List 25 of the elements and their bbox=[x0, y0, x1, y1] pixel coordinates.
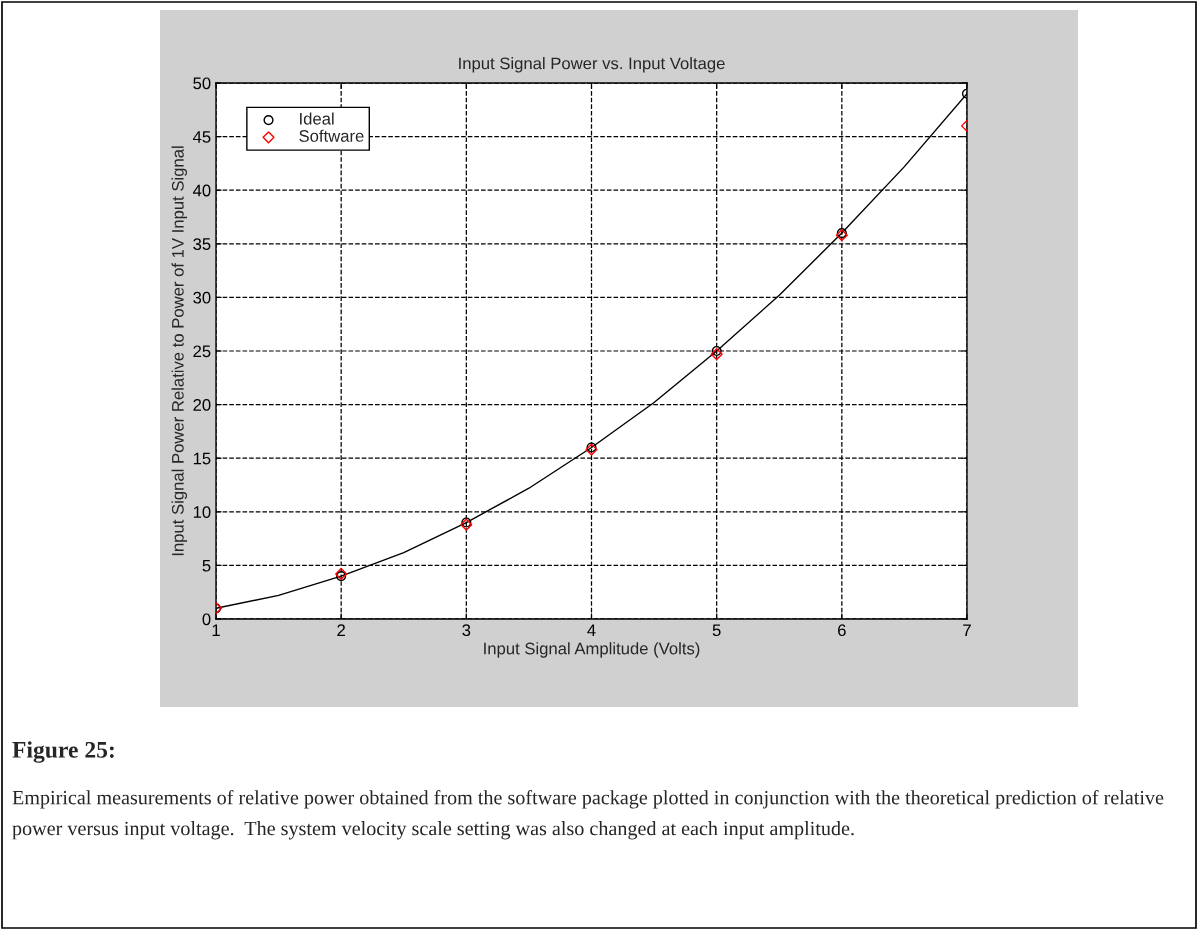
chart-title: Input Signal Power vs. Input Voltage bbox=[459, 57, 725, 73]
y-tick-label: 40 bbox=[192, 184, 211, 197]
y-tick-label: 15 bbox=[193, 452, 211, 465]
x-tick-label: 7 bbox=[963, 624, 971, 636]
y-tick-label: 5 bbox=[202, 559, 211, 572]
y-tick-label: 10 bbox=[193, 506, 211, 518]
x-tick-label: 4 bbox=[587, 624, 596, 636]
y-tick-label: 45 bbox=[192, 131, 211, 143]
legend-label: Ideal bbox=[300, 112, 334, 125]
x-tick-label: 6 bbox=[838, 624, 846, 637]
text: Empirical measurements of relative power obtained from the software package plotted in conjunction with the theoretical prediction of relative power versus input voltage. The system velocity scale setting was also changed at each input amplitude. bbox=[12, 790, 1164, 840]
y-tick-label: 0 bbox=[202, 613, 211, 626]
x-axis-title: Input Signal Amplitude (Volts) bbox=[484, 642, 700, 658]
x-tick-label: 3 bbox=[462, 624, 471, 637]
legend-label: Software bbox=[299, 129, 364, 142]
caption: Figure 25: bbox=[12, 741, 114, 763]
x-tick-label: 1 bbox=[212, 624, 220, 636]
y-tick-label: 30 bbox=[193, 291, 211, 304]
x-tick-label: 2 bbox=[337, 624, 345, 636]
y-tick-label: 50 bbox=[193, 77, 211, 90]
y-tick-label: 25 bbox=[193, 345, 211, 358]
y-tick-label: 35 bbox=[193, 238, 211, 250]
y-axis-title: Input Signal Power Relative to Power of 1V Input Signal bbox=[171, 146, 188, 556]
y-tick-label: 20 bbox=[193, 399, 211, 411]
x-tick-label: 5 bbox=[712, 624, 721, 637]
